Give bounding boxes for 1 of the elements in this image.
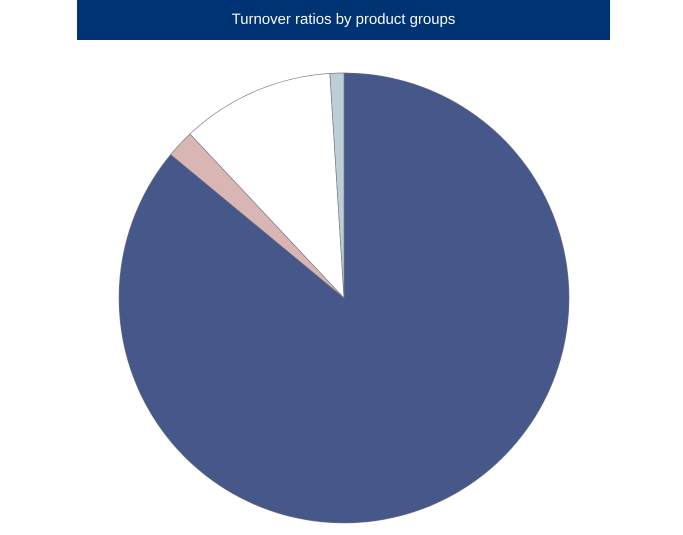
chart-title: Turnover ratios by product groups [232, 13, 455, 27]
